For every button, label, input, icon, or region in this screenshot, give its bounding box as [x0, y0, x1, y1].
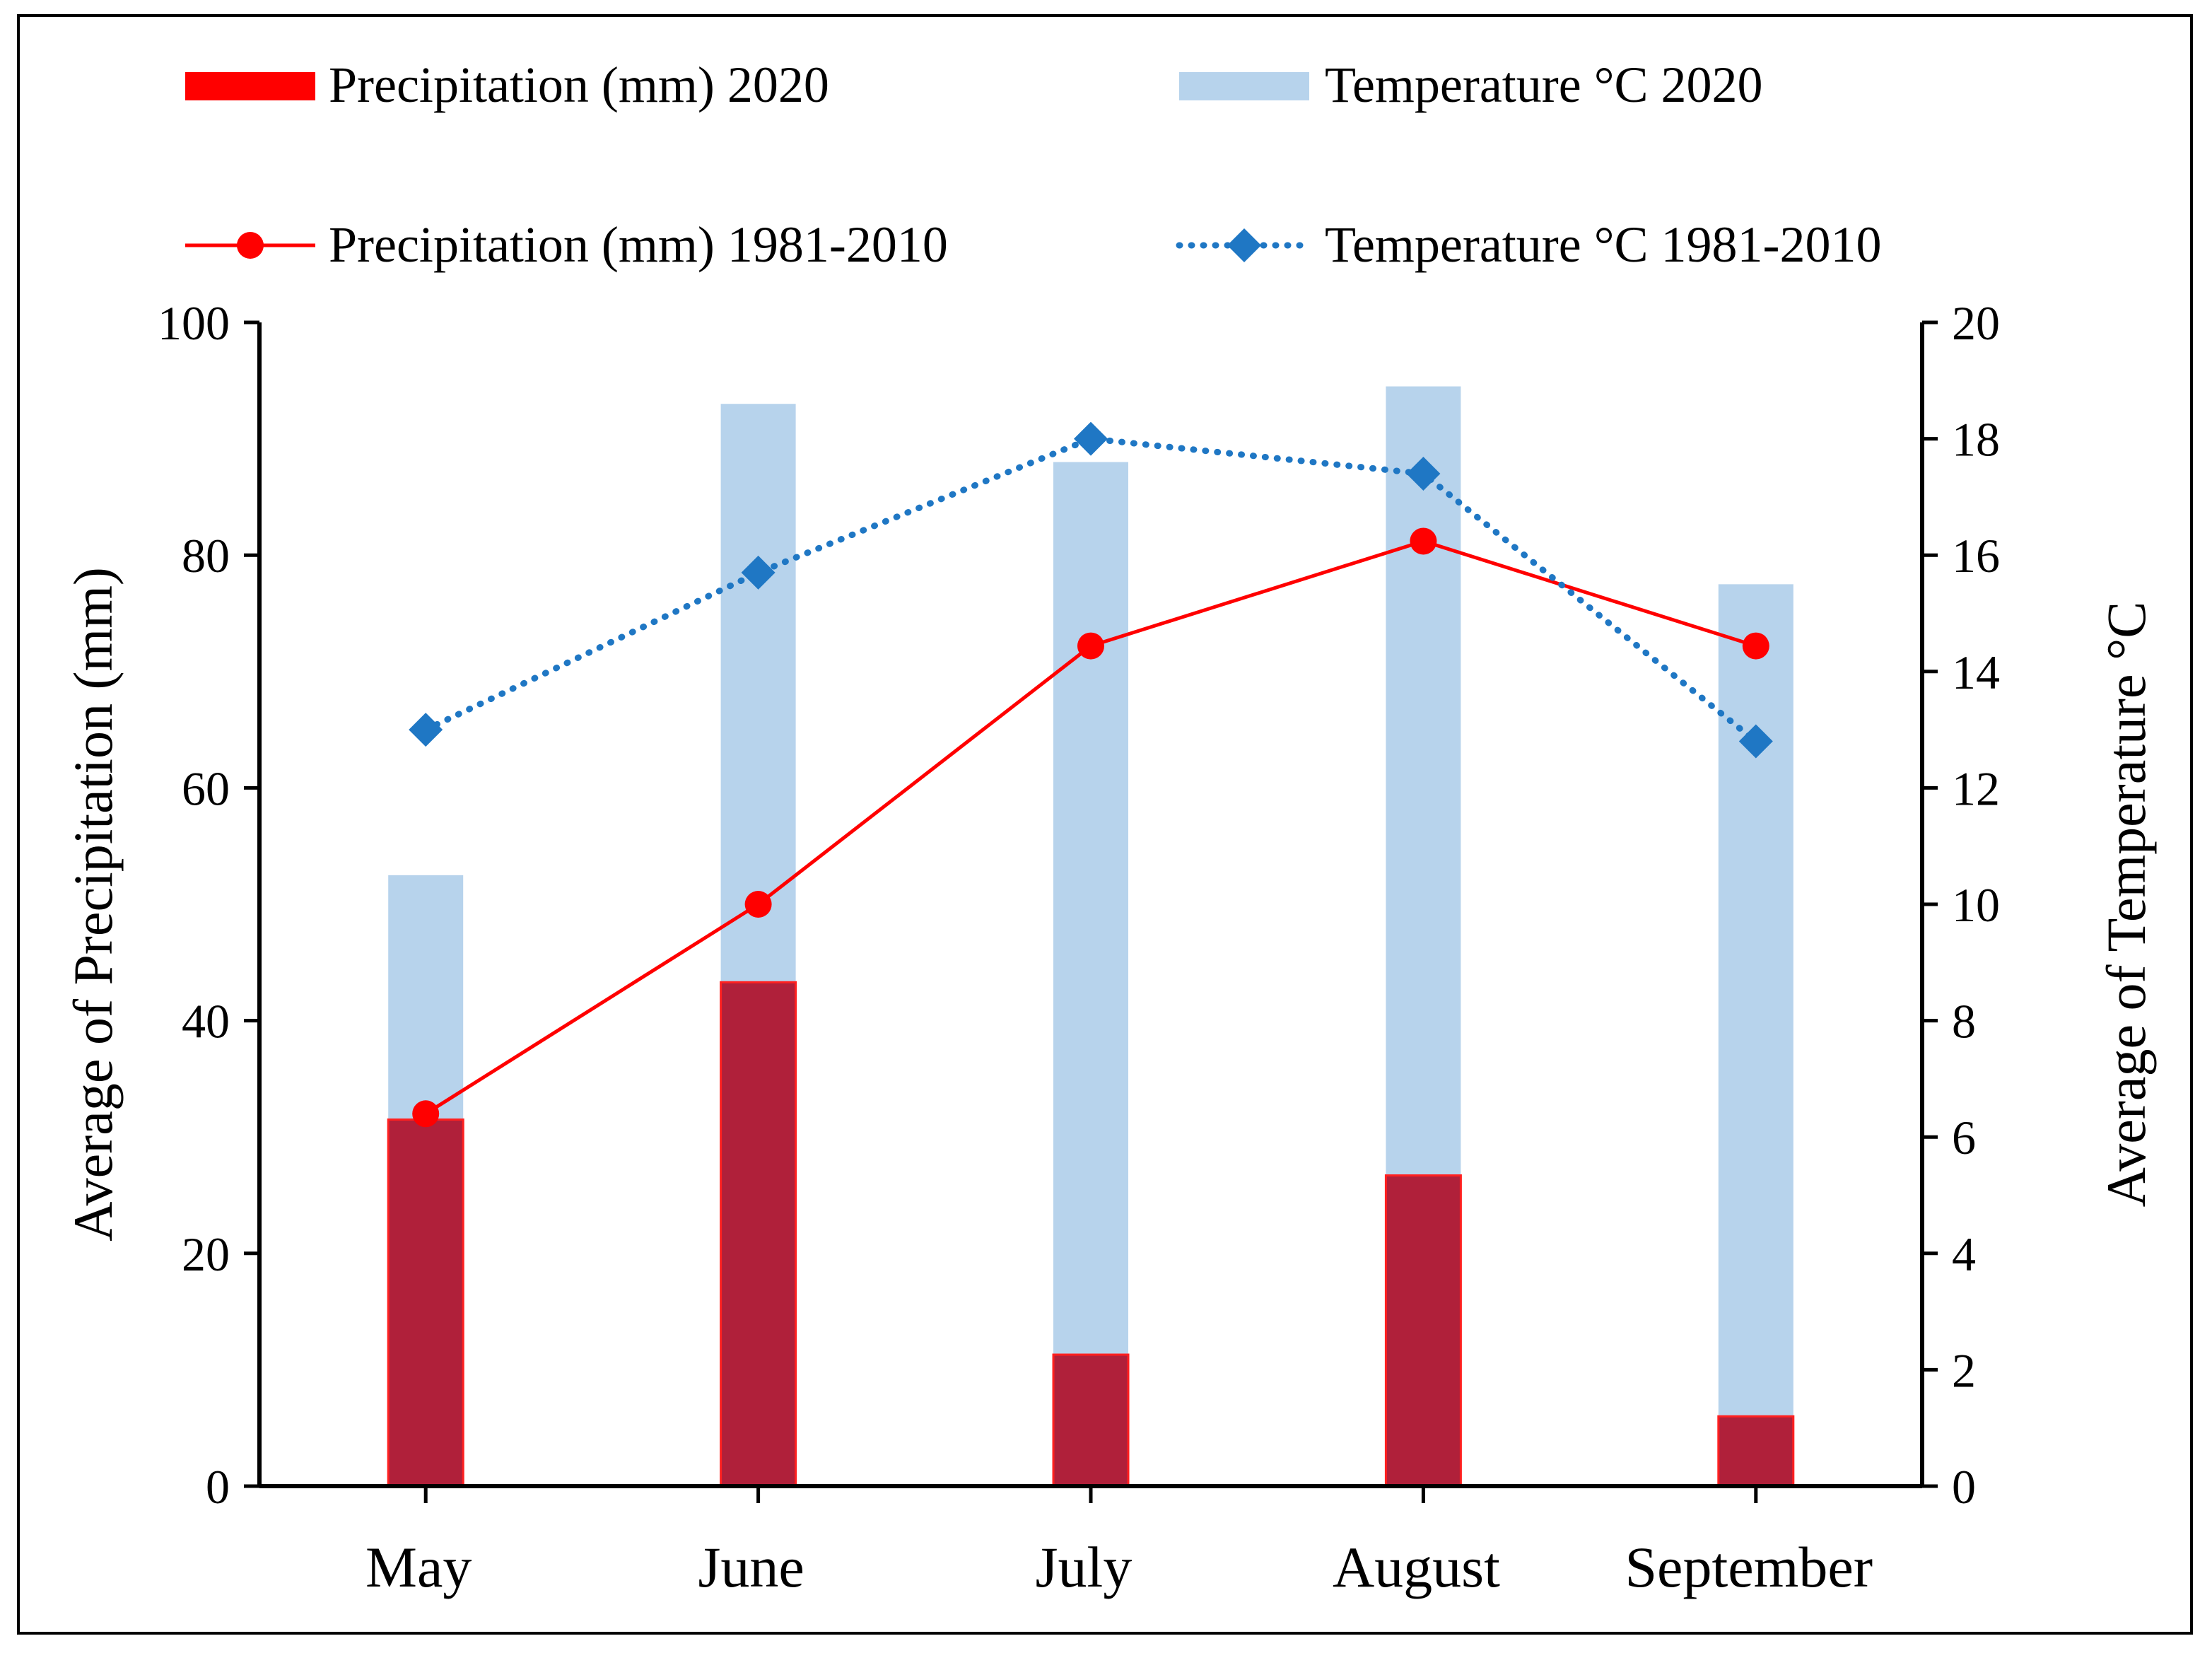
legend-swatch-temp-2020: [1179, 72, 1309, 100]
legend-swatch-precip-2020: [185, 72, 315, 100]
left-tick-label-20: 20: [182, 1227, 230, 1281]
left-tick-label-40: 40: [182, 995, 230, 1049]
precipitation-1981-2010-line: [412, 527, 1769, 1128]
right-tick-label-14: 14: [1952, 646, 2000, 699]
temp-1981-2010-polyline: [422, 436, 1760, 745]
axis-labels: 0 20 40 60 80 100 0 2 4 6 8 10 12 14 16 18 20 May June July…: [62, 296, 2157, 1599]
right-tick-label-2: 2: [1952, 1343, 1976, 1397]
right-tick-label-18: 18: [1952, 413, 2000, 467]
precip-2020-bar-may: [387, 1118, 464, 1488]
temperature-2020-bars: [388, 386, 1793, 1486]
precip-2020-bar-august: [1384, 1174, 1462, 1488]
precip-2020-bar-july: [1052, 1353, 1130, 1488]
precip-1981-2010-point-august: [1410, 527, 1437, 555]
right-tick-label-10: 10: [1952, 878, 2000, 932]
category-label-august: August: [1333, 1535, 1500, 1599]
y-axis-title-left: Average of Precipitation (mm): [62, 567, 124, 1242]
temperature-1981-2010-line: [409, 421, 1773, 759]
right-tick-label-0: 0: [1952, 1460, 1976, 1514]
left-tick-label-100: 100: [158, 296, 230, 350]
legend-label-precip-2020: Precipitation (mm) 2020: [329, 57, 829, 113]
left-tick-label-80: 80: [182, 529, 230, 583]
temp-1981-2010-point-september: [1738, 724, 1773, 759]
temp-1981-2010-point-may: [409, 713, 443, 747]
category-label-september: September: [1625, 1535, 1873, 1599]
category-label-july: July: [1036, 1535, 1133, 1599]
right-tick-label-6: 6: [1952, 1111, 1976, 1164]
legend-label-temp-1981-2010: Temperature °C 1981-2010: [1325, 216, 1882, 273]
legend-marker-temp-1981-2010: [1227, 228, 1261, 262]
temp-1981-2010-point-july: [1074, 421, 1108, 456]
y-axis-title-right: Average of Temperature °C: [2095, 602, 2157, 1208]
axes: [244, 320, 1938, 1503]
right-tick-label-16: 16: [1952, 529, 2000, 583]
right-tick-label-12: 12: [1952, 761, 2000, 815]
category-label-june: June: [698, 1535, 804, 1599]
category-label-may: May: [365, 1535, 472, 1599]
right-tick-label-4: 4: [1952, 1227, 1976, 1281]
left-tick-label-0: 0: [206, 1460, 230, 1514]
precip-1981-2010-point-june: [744, 891, 772, 918]
precip-2020-bar-june: [720, 981, 797, 1488]
legend-label-precip-1981-2010: Precipitation (mm) 1981-2010: [329, 216, 948, 273]
precip-2020-bar-september: [1717, 1415, 1795, 1488]
left-tick-label-60: 60: [182, 761, 230, 815]
precipitation-2020-bars: [387, 981, 1795, 1488]
precip-1981-2010-point-september: [1742, 632, 1769, 660]
right-tick-label-8: 8: [1952, 995, 1976, 1049]
precip-1981-2010-point-may: [412, 1100, 440, 1128]
temp-2020-bar-july: [1053, 462, 1128, 1486]
legend: Precipitation (mm) 2020 Temperature °C 20…: [185, 57, 1882, 273]
legend-label-temp-2020: Temperature °C 2020: [1325, 57, 1763, 113]
temp-1981-2010-point-june: [741, 555, 776, 590]
right-tick-label-20: 20: [1952, 296, 2000, 350]
precip-1981-2010-point-july: [1077, 632, 1104, 660]
legend-marker-precip-1981-2010: [237, 232, 264, 259]
temp-1981-2010-point-august: [1406, 456, 1441, 491]
